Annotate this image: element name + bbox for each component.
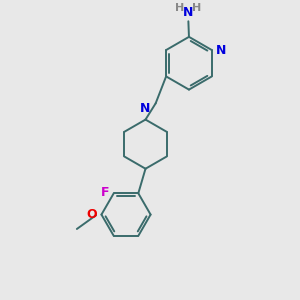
Text: N: N [183, 6, 194, 19]
Text: F: F [101, 186, 109, 199]
Text: H: H [175, 3, 184, 13]
Text: O: O [86, 208, 97, 221]
Text: N: N [216, 44, 227, 56]
Text: H: H [192, 3, 201, 13]
Text: N: N [140, 102, 151, 115]
